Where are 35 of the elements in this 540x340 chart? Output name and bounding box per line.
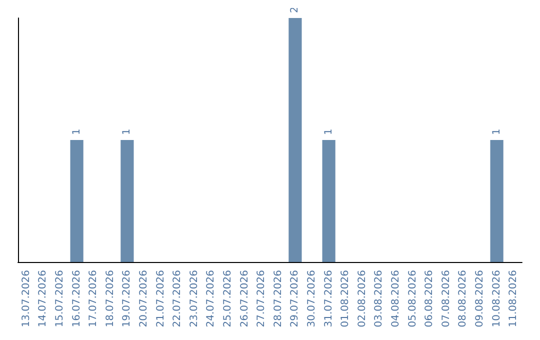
data-label: 1 <box>323 128 334 135</box>
x-tick-label: 01.08.2026 <box>340 270 352 328</box>
x-tick-label: 26.07.2026 <box>239 270 250 328</box>
x-tick-label: 04.08.2026 <box>390 270 402 328</box>
data-label: 1 <box>71 128 82 135</box>
x-tick-label: 25.07.2026 <box>222 270 234 328</box>
x-tick-label: 28.07.2026 <box>272 270 284 328</box>
x-tick-label: 02.08.2026 <box>356 270 368 328</box>
x-tick-label: 10.08.2026 <box>491 270 502 328</box>
x-tick-label: 21.07.2026 <box>155 270 166 328</box>
x-tick-label: 24.07.2026 <box>206 270 217 328</box>
x-tick-label: 30.07.2026 <box>306 270 318 328</box>
x-tick-label: 05.08.2026 <box>407 270 418 328</box>
data-label: 1 <box>122 128 133 135</box>
x-tick-label: 06.08.2026 <box>424 270 436 328</box>
x-tick-label: 15.07.2026 <box>54 270 66 328</box>
x-tick-label: 27.07.2026 <box>256 270 268 328</box>
x-tick-label: 08.08.2026 <box>458 270 469 328</box>
x-tick-label: 18.07.2026 <box>104 270 116 328</box>
x-tick-label: 31.07.2026 <box>323 270 334 328</box>
x-tick-label: 19.07.2026 <box>122 270 133 328</box>
x-tick-label: 22.07.2026 <box>172 270 184 328</box>
x-tick-label: 17.07.2026 <box>88 270 100 328</box>
x-tick-label: 20.07.2026 <box>138 270 150 328</box>
x-tick-label: 09.08.2026 <box>474 270 486 328</box>
x-tick-label: 13.07.2026 <box>20 270 32 328</box>
x-tick-label: 16.07.2026 <box>71 270 82 328</box>
x-tick-label: 07.08.2026 <box>440 270 452 328</box>
x-tick-label: 29.07.2026 <box>290 270 301 328</box>
data-label: 1 <box>491 128 502 135</box>
x-tick-label: 11.08.2026 <box>508 270 520 328</box>
x-tick-label: 23.07.2026 <box>188 270 200 328</box>
data-label: 2 <box>290 6 301 13</box>
x-tick-label: 14.07.2026 <box>38 270 49 328</box>
x-tick-label: 03.08.2026 <box>374 270 385 328</box>
